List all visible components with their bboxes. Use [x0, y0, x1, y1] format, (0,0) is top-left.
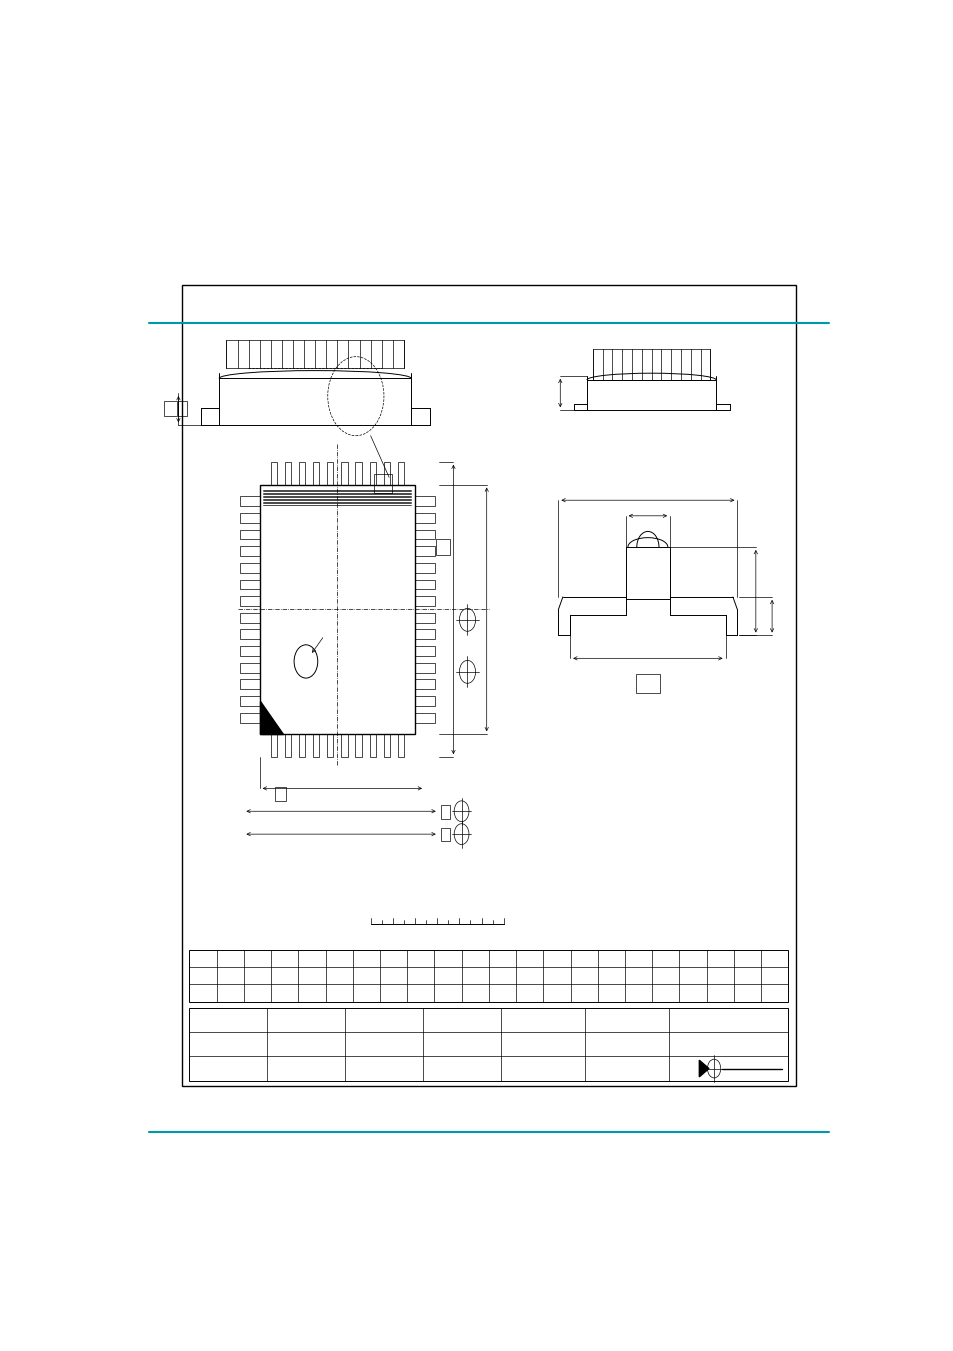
- Bar: [239, 580, 259, 589]
- Bar: [415, 696, 435, 707]
- Bar: [415, 663, 435, 673]
- Bar: [239, 630, 259, 639]
- Bar: [355, 462, 361, 485]
- Bar: [341, 462, 347, 485]
- Bar: [271, 735, 276, 757]
- Bar: [190, 1008, 787, 1081]
- Bar: [415, 530, 435, 539]
- Bar: [397, 462, 403, 485]
- Bar: [374, 474, 392, 493]
- Bar: [313, 462, 319, 485]
- Bar: [440, 805, 449, 819]
- Bar: [436, 539, 449, 555]
- Bar: [239, 663, 259, 673]
- Bar: [182, 285, 795, 1086]
- Bar: [164, 401, 176, 416]
- Bar: [327, 462, 334, 485]
- Bar: [415, 580, 435, 589]
- Bar: [415, 596, 435, 607]
- Bar: [239, 646, 259, 657]
- Bar: [274, 788, 286, 801]
- Bar: [239, 713, 259, 723]
- Bar: [239, 680, 259, 689]
- Bar: [415, 613, 435, 623]
- Bar: [298, 462, 305, 485]
- Bar: [415, 680, 435, 689]
- Bar: [355, 735, 361, 757]
- Bar: [636, 674, 659, 693]
- Bar: [239, 513, 259, 523]
- Bar: [415, 646, 435, 657]
- Bar: [369, 462, 375, 485]
- Bar: [415, 563, 435, 573]
- Bar: [341, 735, 347, 757]
- Bar: [298, 735, 305, 757]
- Bar: [239, 530, 259, 539]
- Bar: [178, 401, 187, 416]
- Bar: [190, 950, 787, 1001]
- Bar: [440, 828, 449, 842]
- Bar: [415, 496, 435, 507]
- Bar: [415, 630, 435, 639]
- Bar: [313, 735, 319, 757]
- Bar: [259, 485, 415, 735]
- Bar: [239, 596, 259, 607]
- Bar: [239, 496, 259, 507]
- Bar: [415, 713, 435, 723]
- Bar: [415, 513, 435, 523]
- Polygon shape: [259, 701, 283, 735]
- Bar: [239, 563, 259, 573]
- Bar: [285, 462, 291, 485]
- Bar: [369, 735, 375, 757]
- Bar: [327, 735, 334, 757]
- Bar: [271, 462, 276, 485]
- Bar: [285, 735, 291, 757]
- Bar: [383, 462, 390, 485]
- Bar: [239, 613, 259, 623]
- Bar: [383, 735, 390, 757]
- Bar: [239, 546, 259, 557]
- Bar: [239, 696, 259, 707]
- Bar: [415, 546, 435, 557]
- Bar: [397, 735, 403, 757]
- Polygon shape: [699, 1061, 708, 1077]
